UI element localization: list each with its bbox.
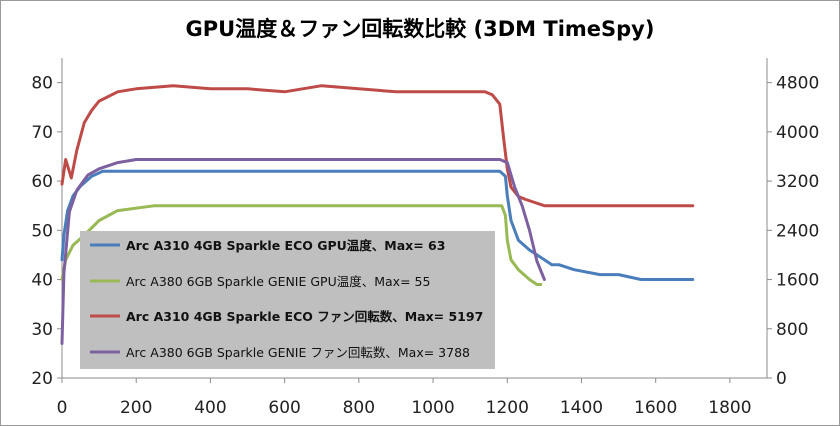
series-line-3 xyxy=(60,84,695,208)
left-y-tick-label: 50 xyxy=(31,221,53,241)
right-y-tick-label: 2400 xyxy=(776,221,819,241)
legend: Arc A310 4GB Sparkle ECO GPU温度、Max= 63 Ar… xyxy=(80,231,495,369)
x-tick-label: 200 xyxy=(120,398,152,418)
legend-label-3: Arc A310 4GB Sparkle ECO ファン回転数、Max= 519… xyxy=(126,309,483,324)
x-tick-label: 600 xyxy=(268,398,300,418)
x-tick-label: 1000 xyxy=(411,398,454,418)
x-tick-label: 1600 xyxy=(634,398,677,418)
right-y-tick-label: 4000 xyxy=(776,123,819,143)
left-y-tick-label: 60 xyxy=(31,172,53,192)
series-line-1 xyxy=(60,169,695,281)
chart-title: GPU温度＆ファン回転数比較 (3DM TimeSpy) xyxy=(186,17,655,41)
left-y-tick-label: 20 xyxy=(31,369,53,389)
left-y-tick-label: 70 xyxy=(31,123,53,143)
left-y-tick-label: 30 xyxy=(31,320,53,340)
x-tick-label: 1400 xyxy=(560,398,603,418)
right-y-tick-label: 4800 xyxy=(776,74,819,94)
legend-box xyxy=(80,231,495,369)
x-tick-label: 1800 xyxy=(708,398,751,418)
x-tick-label: 0 xyxy=(57,398,68,418)
x-tick-label: 1200 xyxy=(486,398,529,418)
series-line-4 xyxy=(60,158,546,345)
left-y-tick-label: 40 xyxy=(31,271,53,291)
legend-label-4: Arc A380 6GB Sparkle GENIE ファン回転数、Max= 3… xyxy=(126,345,470,360)
legend-label-2: Arc A380 6GB Sparkle GENIE GPU温度、Max= 55 xyxy=(126,274,430,289)
right-y-tick-label: 800 xyxy=(776,320,808,340)
right-y-tick-label: 0 xyxy=(776,369,787,389)
x-tick-label: 800 xyxy=(343,398,375,418)
right-y-tick-label: 3200 xyxy=(776,172,819,192)
left-y-tick-label: 80 xyxy=(31,74,53,94)
x-tick-label: 400 xyxy=(194,398,226,418)
right-y-tick-label: 1600 xyxy=(776,271,819,291)
legend-label-1: Arc A310 4GB Sparkle ECO GPU温度、Max= 63 xyxy=(126,238,445,253)
